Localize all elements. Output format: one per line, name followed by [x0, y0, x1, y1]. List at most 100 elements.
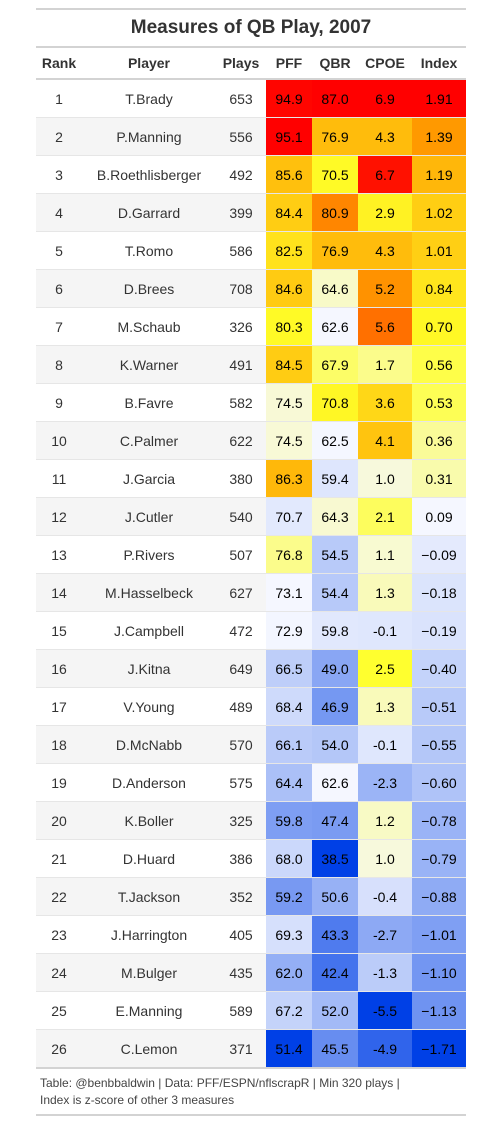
- table-row: 6 D.Brees 708 84.6 64.6 5.2 0.84: [36, 270, 466, 308]
- plays-cell: 575: [216, 764, 266, 802]
- plays-cell: 399: [216, 194, 266, 232]
- pff-cell: 84.4: [266, 194, 312, 232]
- cpoe-cell: 3.6: [358, 384, 412, 422]
- qbr-cell: 50.6: [312, 878, 358, 916]
- pff-cell: 62.0: [266, 954, 312, 992]
- table-row: 15 J.Campbell 472 72.9 59.8 -0.1 −0.19: [36, 612, 466, 650]
- player-cell: C.Lemon: [82, 1030, 216, 1068]
- player-cell: J.Harrington: [82, 916, 216, 954]
- qbr-cell: 62.5: [312, 422, 358, 460]
- player-cell: M.Bulger: [82, 954, 216, 992]
- pff-cell: 86.3: [266, 460, 312, 498]
- index-cell: 0.84: [412, 270, 466, 308]
- plays-cell: 507: [216, 536, 266, 574]
- table-row: 26 C.Lemon 371 51.4 45.5 -4.9 −1.71: [36, 1030, 466, 1068]
- player-cell: P.Manning: [82, 118, 216, 156]
- pff-cell: 68.0: [266, 840, 312, 878]
- plays-cell: 326: [216, 308, 266, 346]
- index-cell: −0.40: [412, 650, 466, 688]
- rank-cell: 22: [36, 878, 82, 916]
- qbr-cell: 80.9: [312, 194, 358, 232]
- table-row: 5 T.Romo 586 82.5 76.9 4.3 1.01: [36, 232, 466, 270]
- pff-cell: 84.5: [266, 346, 312, 384]
- plays-cell: 582: [216, 384, 266, 422]
- plays-cell: 371: [216, 1030, 266, 1068]
- rank-cell: 5: [36, 232, 82, 270]
- player-cell: M.Hasselbeck: [82, 574, 216, 612]
- cpoe-cell: 4.1: [358, 422, 412, 460]
- plays-cell: 405: [216, 916, 266, 954]
- cpoe-cell: 5.2: [358, 270, 412, 308]
- cpoe-cell: 6.9: [358, 79, 412, 118]
- index-cell: −1.01: [412, 916, 466, 954]
- qbr-cell: 52.0: [312, 992, 358, 1030]
- index-cell: 1.91: [412, 79, 466, 118]
- rank-cell: 16: [36, 650, 82, 688]
- pff-cell: 80.3: [266, 308, 312, 346]
- player-cell: J.Garcia: [82, 460, 216, 498]
- player-cell: E.Manning: [82, 992, 216, 1030]
- col-header-player: Player: [82, 48, 216, 79]
- rank-cell: 11: [36, 460, 82, 498]
- table-row: 12 J.Cutler 540 70.7 64.3 2.1 0.09: [36, 498, 466, 536]
- player-cell: P.Rivers: [82, 536, 216, 574]
- pff-cell: 95.1: [266, 118, 312, 156]
- end-rule: [36, 1114, 466, 1116]
- plays-cell: 435: [216, 954, 266, 992]
- cpoe-cell: -1.3: [358, 954, 412, 992]
- qbr-cell: 42.4: [312, 954, 358, 992]
- cpoe-cell: 4.3: [358, 118, 412, 156]
- qb-table: Rank Player Plays PFF QBR CPOE Index 1 T.…: [36, 48, 466, 1067]
- rank-cell: 21: [36, 840, 82, 878]
- index-cell: 0.53: [412, 384, 466, 422]
- col-header-rank: Rank: [36, 48, 82, 79]
- index-cell: −1.71: [412, 1030, 466, 1068]
- table-row: 16 J.Kitna 649 66.5 49.0 2.5 −0.40: [36, 650, 466, 688]
- pff-cell: 74.5: [266, 384, 312, 422]
- rank-cell: 8: [36, 346, 82, 384]
- index-cell: 0.36: [412, 422, 466, 460]
- pff-cell: 59.8: [266, 802, 312, 840]
- table-row: 23 J.Harrington 405 69.3 43.3 -2.7 −1.01: [36, 916, 466, 954]
- cpoe-cell: 1.0: [358, 460, 412, 498]
- plays-cell: 653: [216, 79, 266, 118]
- cpoe-cell: -2.3: [358, 764, 412, 802]
- cpoe-cell: -0.1: [358, 612, 412, 650]
- plays-cell: 589: [216, 992, 266, 1030]
- cpoe-cell: 2.1: [358, 498, 412, 536]
- player-cell: T.Brady: [82, 79, 216, 118]
- qbr-cell: 76.9: [312, 232, 358, 270]
- cpoe-cell: 2.5: [358, 650, 412, 688]
- plays-cell: 325: [216, 802, 266, 840]
- player-cell: M.Schaub: [82, 308, 216, 346]
- rank-cell: 4: [36, 194, 82, 232]
- table-row: 21 D.Huard 386 68.0 38.5 1.0 −0.79: [36, 840, 466, 878]
- col-header-pff: PFF: [266, 48, 312, 79]
- pff-cell: 85.6: [266, 156, 312, 194]
- qb-table-widget: Measures of QB Play, 2007 Rank Player Pl…: [36, 8, 466, 1116]
- qbr-cell: 47.4: [312, 802, 358, 840]
- player-cell: D.Huard: [82, 840, 216, 878]
- player-cell: J.Kitna: [82, 650, 216, 688]
- header-row: Rank Player Plays PFF QBR CPOE Index: [36, 48, 466, 79]
- index-cell: −0.60: [412, 764, 466, 802]
- rank-cell: 24: [36, 954, 82, 992]
- pff-cell: 66.1: [266, 726, 312, 764]
- table-row: 1 T.Brady 653 94.9 87.0 6.9 1.91: [36, 79, 466, 118]
- player-cell: D.Anderson: [82, 764, 216, 802]
- qbr-cell: 46.9: [312, 688, 358, 726]
- rank-cell: 15: [36, 612, 82, 650]
- rank-cell: 2: [36, 118, 82, 156]
- player-cell: T.Romo: [82, 232, 216, 270]
- rank-cell: 12: [36, 498, 82, 536]
- cpoe-cell: 1.7: [358, 346, 412, 384]
- rank-cell: 10: [36, 422, 82, 460]
- qbr-cell: 38.5: [312, 840, 358, 878]
- player-cell: D.Brees: [82, 270, 216, 308]
- pff-cell: 74.5: [266, 422, 312, 460]
- player-cell: B.Roethlisberger: [82, 156, 216, 194]
- cpoe-cell: -0.1: [358, 726, 412, 764]
- qbr-cell: 49.0: [312, 650, 358, 688]
- qbr-cell: 76.9: [312, 118, 358, 156]
- cpoe-cell: 2.9: [358, 194, 412, 232]
